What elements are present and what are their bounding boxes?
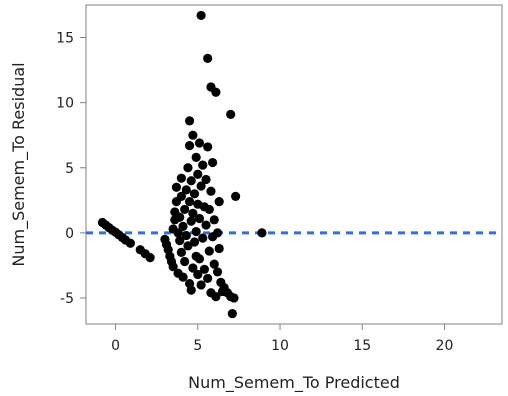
data-point (194, 213, 205, 224)
data-point (178, 272, 188, 282)
data-point (208, 157, 218, 168)
data-point (211, 87, 221, 97)
data-point (214, 243, 224, 254)
data-point (201, 174, 211, 185)
data-point (206, 186, 216, 196)
data-point (199, 264, 209, 274)
data-point (193, 169, 203, 179)
data-point (181, 230, 191, 241)
data-point (178, 221, 188, 231)
data-point (176, 247, 186, 257)
y-tick-label: -5 (60, 291, 74, 307)
data-point (183, 163, 193, 173)
data-point (196, 10, 206, 21)
data-point (211, 292, 221, 302)
data-point (191, 152, 201, 162)
data-point (198, 233, 208, 243)
data-point (193, 269, 203, 280)
data-point (188, 208, 198, 218)
data-point (184, 197, 195, 207)
data-point (226, 109, 236, 119)
x-axis: 0 5 10 15 20 (111, 324, 453, 354)
y-axis-label: Num_Semem_To Residual (9, 62, 29, 266)
data-point (212, 228, 223, 238)
data-point (257, 228, 267, 238)
x-axis-label: Num_Semem_To Predicted (188, 373, 400, 393)
y-tick-label: 15 (56, 31, 74, 47)
data-point (184, 141, 195, 151)
data-point (189, 237, 200, 247)
data-point (181, 185, 191, 195)
data-point (203, 53, 213, 63)
data-point (209, 215, 219, 225)
data-point (175, 212, 185, 222)
data-point (173, 228, 183, 238)
data-point (204, 246, 214, 256)
x-tick-label: 0 (111, 338, 120, 354)
data-point (184, 116, 195, 126)
data-point (203, 273, 213, 284)
data-point (212, 267, 223, 277)
y-tick-label: 0 (65, 226, 74, 242)
y-tick-label: 10 (56, 96, 74, 112)
data-point (194, 138, 205, 148)
data-point (214, 197, 224, 207)
x-tick-label: 20 (436, 338, 454, 354)
data-point (186, 176, 196, 186)
data-point (191, 226, 201, 237)
data-point (196, 280, 206, 290)
data-point (175, 236, 185, 246)
data-point (180, 256, 190, 267)
x-tick-label: 15 (353, 338, 371, 354)
x-tick-label: 5 (193, 338, 202, 354)
data-point (194, 254, 205, 264)
data-point (189, 189, 200, 199)
data-point (227, 308, 237, 319)
data-point (145, 252, 155, 263)
data-point (196, 181, 206, 191)
data-point (229, 293, 239, 303)
data-point (186, 285, 196, 295)
data-point (168, 262, 178, 272)
data-point (203, 142, 213, 152)
y-tick-label: 5 (65, 161, 74, 177)
data-point (125, 238, 135, 248)
data-point (171, 182, 182, 192)
data-point (204, 204, 214, 215)
data-point (176, 191, 186, 201)
data-point (188, 130, 198, 140)
points-layer (97, 10, 267, 319)
y-axis: -5 0 5 10 15 (56, 31, 86, 307)
data-point (209, 259, 219, 269)
data-point (198, 160, 208, 170)
data-point (180, 204, 190, 215)
x-tick-label: 10 (271, 338, 289, 354)
data-point (186, 216, 196, 226)
plot-frame (85, 4, 503, 325)
data-point (188, 263, 198, 273)
data-point (201, 220, 211, 230)
data-point (176, 173, 186, 183)
data-point (231, 191, 241, 201)
